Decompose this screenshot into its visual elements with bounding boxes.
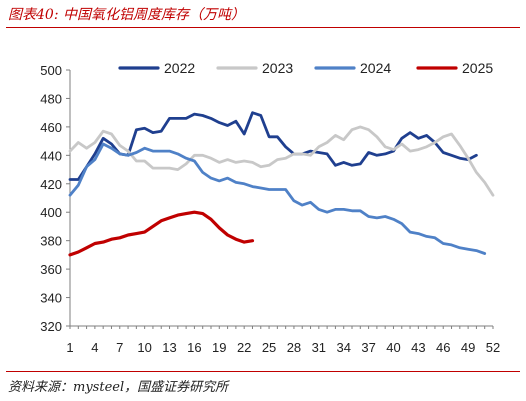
x-axis: 1 4 7 10 13 16 19 22 25 28 31 34 37 40 43 46 49 52: [66, 325, 500, 355]
legend-label-2025: 2025: [462, 60, 493, 76]
y-axis: 320 340 360 380 400 420 440 460 480 500: [40, 63, 71, 334]
series-line-2022: [68, 111, 478, 181]
y-tick-label: 500: [40, 63, 62, 78]
legend-label-2022: 2022: [164, 60, 195, 76]
x-tick-label: 40: [386, 340, 400, 355]
y-tick-label: 480: [40, 91, 62, 106]
series-line-2024: [68, 142, 487, 255]
y-tick-label: 320: [40, 319, 62, 334]
series-line-2023: [68, 125, 495, 197]
y-tick-label: 360: [40, 262, 62, 277]
legend-label-2023: 2023: [262, 60, 293, 76]
legend-label-2024: 2024: [360, 60, 391, 76]
line-chart: 320 340 360 380 400 420 440 460 480 500 1 4 7 10 13 16…: [40, 60, 500, 355]
x-tick-label: 43: [411, 340, 425, 355]
x-tick-label: 16: [187, 340, 201, 355]
x-tick-label: 19: [212, 340, 226, 355]
series-line-2025: [68, 210, 255, 257]
y-tick-label: 460: [40, 120, 62, 135]
x-tick-label: 25: [262, 340, 276, 355]
x-tick-label: 7: [116, 340, 123, 355]
x-tick-label: 52: [486, 340, 500, 355]
x-tick-label: 4: [91, 340, 98, 355]
y-tick-label: 400: [40, 205, 62, 220]
legend: 2022 2023 2024 2025: [118, 60, 493, 76]
x-tick-label: 10: [137, 340, 151, 355]
x-tick-label: 13: [162, 340, 176, 355]
source-rule: [6, 371, 520, 372]
series-layer: [68, 111, 495, 257]
figure-title: 图表40: 中国氧化铝周度库存（万吨）: [8, 7, 245, 23]
y-tick-label: 440: [40, 148, 62, 163]
title-rule: [6, 27, 520, 28]
y-tick-label: 340: [40, 291, 62, 306]
y-tick-label: 420: [40, 177, 62, 192]
x-tick-label: 1: [66, 340, 73, 355]
y-tick-label: 380: [40, 234, 62, 249]
x-tick-label: 31: [312, 340, 326, 355]
x-tick-label: 37: [361, 340, 375, 355]
x-tick-label: 28: [287, 340, 301, 355]
x-tick-label: 22: [237, 340, 251, 355]
x-tick-label: 46: [436, 340, 450, 355]
x-tick-label: 34: [336, 340, 350, 355]
x-tick-label: 49: [461, 340, 475, 355]
figure-source: 资料来源：mysteel，国盛证券研究所: [8, 380, 229, 395]
